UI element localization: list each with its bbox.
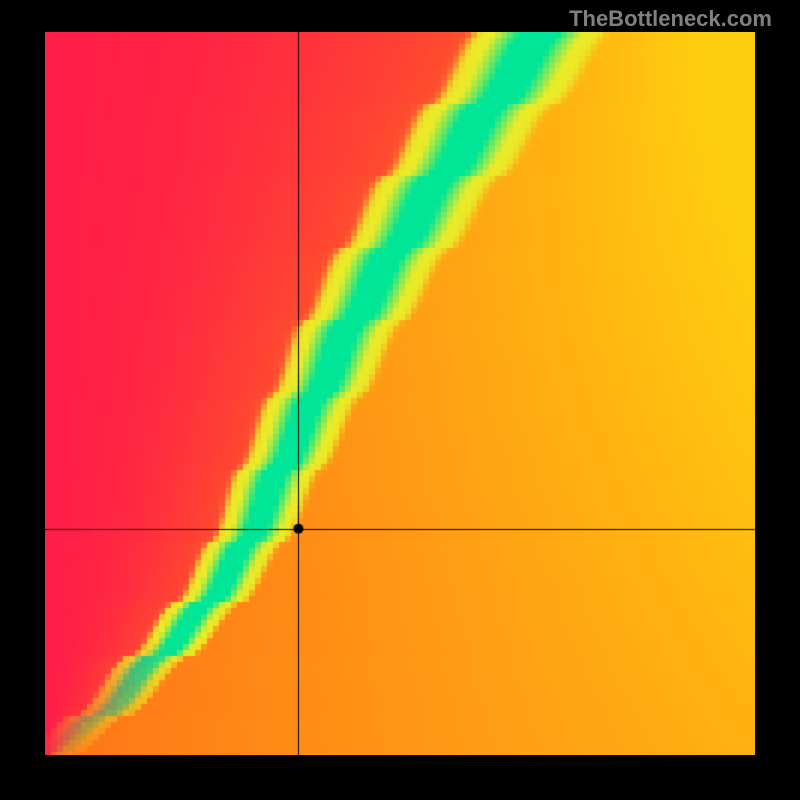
watermark-text: TheBottleneck.com [569,6,772,32]
bottleneck-heatmap [45,32,755,755]
chart-container: TheBottleneck.com [0,0,800,800]
